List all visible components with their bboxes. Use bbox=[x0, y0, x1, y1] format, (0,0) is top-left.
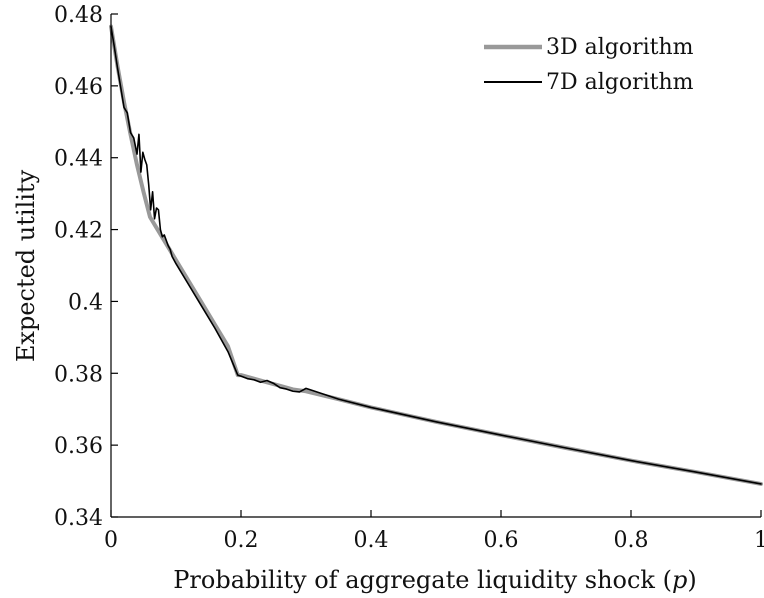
legend-item-7d-algorithm: 7D algorithm bbox=[484, 70, 694, 95]
y-axis-title: Expected utility bbox=[12, 169, 40, 362]
x-tick-label: 0 bbox=[104, 528, 118, 553]
series-line-7d-algorithm bbox=[110, 25, 762, 485]
x-tick-label: 0.8 bbox=[614, 528, 649, 553]
y-tick-label: 0.38 bbox=[54, 362, 103, 387]
series-layer bbox=[109, 24, 763, 486]
x-tick-label: 1 bbox=[754, 528, 764, 553]
x-tick-label: 0.4 bbox=[354, 528, 389, 553]
y-tick-label: 0.48 bbox=[54, 3, 103, 28]
y-tick-label: 0.42 bbox=[54, 219, 103, 244]
y-tick-label: 0.4 bbox=[68, 290, 103, 315]
x-axis-title: Probability of aggregate liquidity shock… bbox=[173, 566, 696, 594]
legend-item-3d-algorithm: 3D algorithm bbox=[484, 35, 694, 60]
legend-label: 7D algorithm bbox=[546, 70, 694, 95]
y-tick-label: 0.34 bbox=[54, 506, 103, 531]
x-tick-label: 0.6 bbox=[484, 528, 519, 553]
y-tick-label: 0.36 bbox=[54, 434, 103, 459]
series-line-3d-algorithm bbox=[109, 24, 763, 486]
legend-label: 3D algorithm bbox=[546, 35, 694, 60]
x-tick-label: 0.2 bbox=[224, 528, 259, 553]
legend: 3D algorithm 7D algorithm bbox=[484, 35, 694, 95]
y-tick-label: 0.44 bbox=[54, 147, 103, 172]
axes bbox=[110, 13, 762, 518]
tick-labels: 0 0.2 0.4 0.6 0.8 1 0.34 0.36 0.38 0.4 0.42 0.44 0.4… bbox=[54, 3, 764, 553]
y-tick-label: 0.46 bbox=[54, 75, 103, 100]
